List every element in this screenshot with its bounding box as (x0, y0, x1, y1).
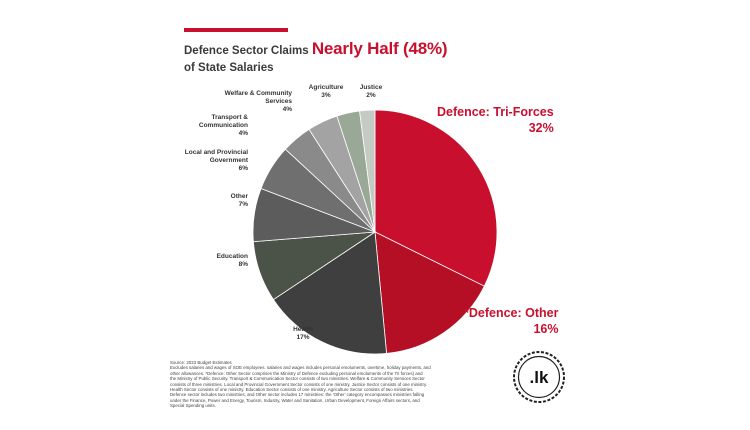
note-line: other allowances. *Defence: Other Sector… (170, 370, 423, 376)
slice-label-transport-communication: Transport & Communication 4% (198, 114, 248, 137)
note-line: the Ministry of Public Security. Transpo… (170, 376, 425, 382)
note-line: Health Sector consists of one ministry. … (170, 387, 414, 393)
slice-label-agriculture: Agriculture 3% (308, 84, 344, 99)
title-accent-bar (184, 28, 288, 32)
chart-title: Defence Sector Claims Nearly Half (48%) … (184, 40, 504, 75)
pie-slice-health (272, 231, 388, 355)
slice-label-justice: Justice 2% (359, 84, 383, 99)
note-line: Excludes salaries and wages of SOE emplo… (170, 365, 431, 371)
note-line: under the Finance, Power and Energy, Tou… (170, 397, 420, 403)
pie-slice-defence-tri-forces (374, 109, 498, 287)
note-line: consists of three ministries. Local and … (170, 381, 428, 387)
slice-label-health: Health 17% (293, 326, 313, 341)
title-line2: of State Salaries (184, 62, 274, 74)
title-highlight: Nearly Half (48%) (311, 39, 448, 58)
source-line: Source: 2023 Budget Estimates (170, 360, 232, 365)
title-prefix: Defence Sector Claims (184, 45, 309, 57)
lk-logo: .lk (513, 351, 565, 403)
source-notes: Source: 2023 Budget Estimates Excludes s… (170, 360, 500, 409)
note-line: Special Spending units. (170, 403, 216, 409)
logo-text: .lk (530, 368, 549, 387)
slice-label-local-provincial: Local and Provincial Government 6% (184, 149, 248, 172)
pie-slice-defence-other (374, 231, 485, 354)
slice-label-defence-tri-forces: Defence: Tri-Forces 32% (437, 105, 554, 135)
slice-label-welfare-community: Welfare & Community Services 4% (224, 90, 292, 113)
slice-label-education: Education 8% (216, 253, 248, 268)
pie-slice-justice (359, 109, 376, 233)
slice-label-other: Other 7% (230, 193, 248, 208)
slice-label-defence-other: *Defence: Other 16% (464, 306, 559, 336)
note-line: Defence sector includes two ministries, … (170, 392, 425, 398)
